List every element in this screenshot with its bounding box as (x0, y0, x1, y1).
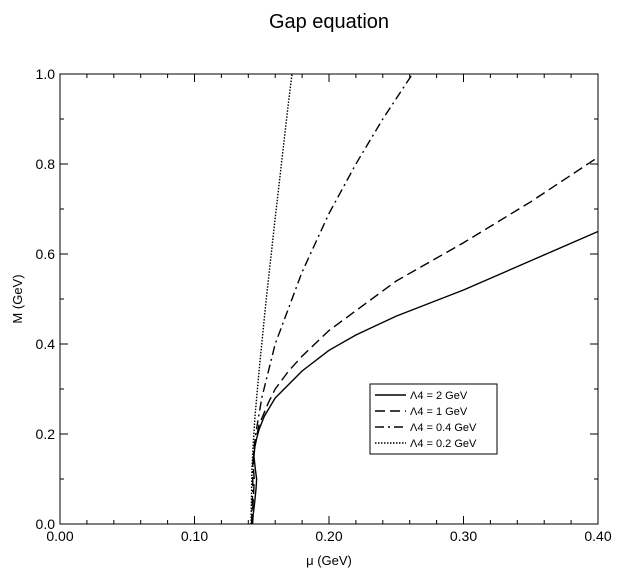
y-tick-label: 0.6 (36, 246, 56, 262)
plot-frame (59, 73, 599, 525)
y-axis-label: M (GeV) (10, 274, 25, 323)
x-tick-label: 0.30 (450, 528, 477, 544)
y-tick-label: 0.2 (36, 426, 56, 442)
x-axis-label: μ (GeV) (306, 553, 352, 568)
chart-title: Gap equation (269, 11, 389, 33)
y-tick-label: 0.4 (36, 336, 56, 352)
y-tick-label: 0.0 (36, 516, 56, 532)
y-axis-ticks: 0.0 0.2 0.4 0.6 0.8 1.0 (36, 66, 598, 532)
y-tick-label: 0.8 (36, 156, 56, 172)
x-tick-label: 0.00 (46, 528, 73, 544)
legend-label-3: Λ4 = 0.4 GeV (410, 422, 477, 434)
x-axis-ticks: 0.00 0.10 0.20 0.30 0.40 (46, 74, 612, 544)
series-line-1 (251, 230, 598, 524)
legend-label-1: Λ4 = 2 GeV (410, 390, 468, 402)
x-tick-label: 0.40 (584, 528, 611, 544)
series-layer (250, 74, 598, 524)
legend: Λ4 = 2 GeV Λ4 = 1 GeV Λ4 = 0.4 GeV Λ4 = 0.2… (369, 383, 498, 455)
legend-label-2: Λ4 = 1 GeV (410, 406, 468, 418)
x-tick-label: 0.20 (315, 528, 342, 544)
y-tick-label: 1.0 (36, 66, 56, 82)
x-tick-label: 0.10 (181, 528, 208, 544)
series-line-3 (250, 74, 413, 524)
legend-label-4: Λ4 = 0.2 GeV (410, 438, 477, 450)
series-line-4 (250, 74, 293, 524)
series-line-2 (251, 156, 598, 524)
